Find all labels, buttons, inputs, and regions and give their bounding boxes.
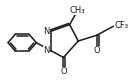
Text: N: N	[44, 27, 50, 36]
Text: CH₃: CH₃	[70, 5, 85, 15]
Text: O: O	[93, 46, 100, 55]
Text: O: O	[60, 67, 67, 76]
Text: N: N	[44, 46, 50, 55]
Text: CF₃: CF₃	[114, 21, 128, 30]
